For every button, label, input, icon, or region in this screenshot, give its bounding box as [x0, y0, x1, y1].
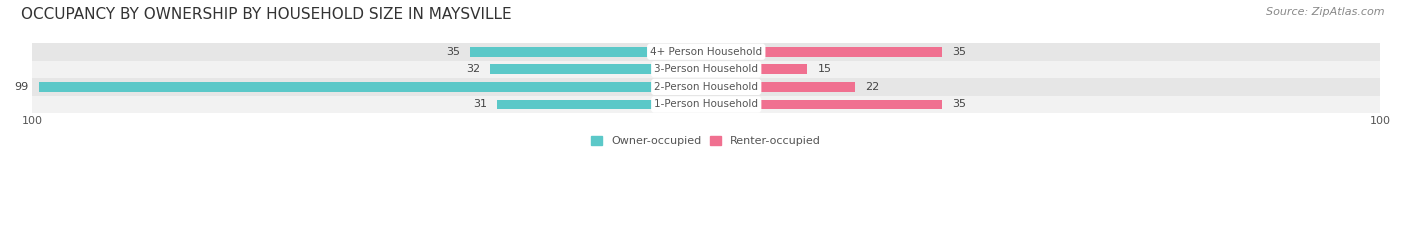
- Text: 3-Person Household: 3-Person Household: [654, 64, 758, 74]
- Text: 2-Person Household: 2-Person Household: [654, 82, 758, 92]
- Text: 99: 99: [14, 82, 28, 92]
- Bar: [706, 47, 942, 57]
- Text: OCCUPANCY BY OWNERSHIP BY HOUSEHOLD SIZE IN MAYSVILLE: OCCUPANCY BY OWNERSHIP BY HOUSEHOLD SIZE…: [21, 7, 512, 22]
- Bar: [706, 65, 807, 74]
- Text: 1-Person Household: 1-Person Household: [654, 99, 758, 110]
- Text: 35: 35: [952, 47, 966, 57]
- Bar: [39, 82, 706, 92]
- Text: 31: 31: [472, 99, 486, 110]
- Text: 22: 22: [865, 82, 879, 92]
- Text: 32: 32: [467, 64, 481, 74]
- Bar: [32, 43, 1381, 61]
- Legend: Owner-occupied, Renter-occupied: Owner-occupied, Renter-occupied: [592, 136, 821, 146]
- Bar: [706, 100, 942, 109]
- Bar: [470, 47, 706, 57]
- Bar: [32, 61, 1381, 78]
- Bar: [498, 100, 706, 109]
- Text: Source: ZipAtlas.com: Source: ZipAtlas.com: [1267, 7, 1385, 17]
- Bar: [706, 82, 855, 92]
- Bar: [32, 96, 1381, 113]
- Text: 4+ Person Household: 4+ Person Household: [650, 47, 762, 57]
- Text: 35: 35: [952, 99, 966, 110]
- Text: 15: 15: [817, 64, 831, 74]
- Text: 35: 35: [446, 47, 460, 57]
- Bar: [32, 78, 1381, 96]
- Bar: [491, 65, 706, 74]
